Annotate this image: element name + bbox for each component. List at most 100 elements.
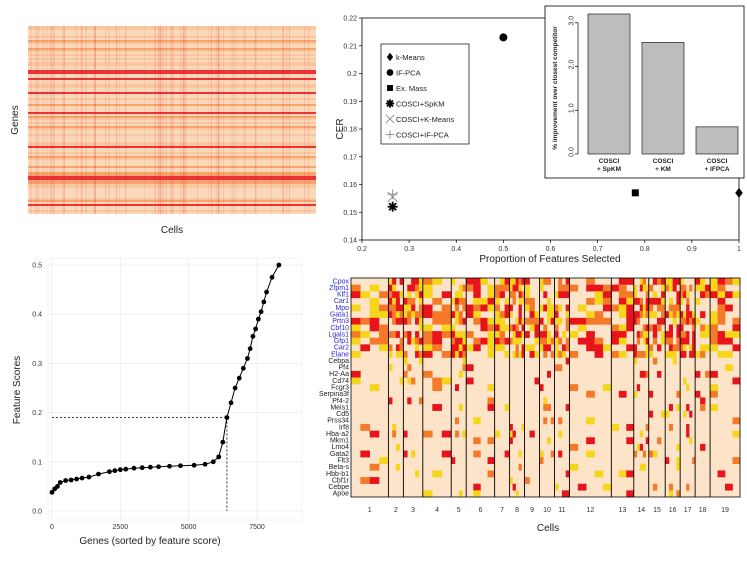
gene-heatmap-cell xyxy=(379,291,389,299)
gene-heatmap-cell xyxy=(509,304,513,312)
gene-heatmap-cell xyxy=(360,317,371,325)
gene-heatmap-cell xyxy=(515,490,519,498)
gene-heatmap-cell xyxy=(462,284,467,292)
gene-heatmap-cell xyxy=(388,311,393,319)
feature-y-tick-label: 0.0 xyxy=(32,509,42,516)
gene-heatmap-cell xyxy=(509,291,513,299)
gene-heatmap-cell xyxy=(403,331,408,338)
gene-heatmap-cell xyxy=(639,331,644,338)
gene-heatmap-cell xyxy=(717,291,726,299)
raw-heatmap-column-noise xyxy=(62,26,64,214)
gene-heatmap-frame xyxy=(350,277,741,498)
gene-heatmap-cell xyxy=(473,490,481,498)
raw-heatmap-column-noise xyxy=(218,26,220,214)
raw-heatmap-column-noise xyxy=(282,26,284,214)
gene-heatmap-cell xyxy=(626,304,635,312)
gene-heatmap-cell xyxy=(432,344,443,352)
gene-heatmap-cell xyxy=(392,297,397,305)
gene-heatmap-cell xyxy=(509,311,513,319)
gene-heatmap-cell xyxy=(676,457,681,465)
gene-heatmap-cell xyxy=(648,344,654,352)
gene-heatmap-cell xyxy=(351,284,361,292)
legend-label: k-Means xyxy=(396,53,425,62)
raw-heatmap-row xyxy=(28,80,316,82)
gene-heatmap-cell xyxy=(633,351,638,358)
gene-heatmap-cell xyxy=(379,304,389,312)
cluster-label: 9 xyxy=(530,507,534,514)
gene-heatmap-cell xyxy=(558,291,563,299)
gene-heatmap-cell xyxy=(633,311,638,319)
gene-heatmap-cell xyxy=(656,344,662,352)
gene-heatmap-cell xyxy=(602,297,612,305)
gene-heatmap-cell xyxy=(512,483,516,491)
raw-heatmap-row xyxy=(28,74,316,76)
gene-heatmap-cell xyxy=(676,443,681,451)
feature-score-point xyxy=(68,477,74,483)
gene-heatmap-cell xyxy=(473,317,481,325)
gene-heatmap-cell xyxy=(683,351,687,358)
gene-heatmap-cell xyxy=(710,390,718,398)
gene-heatmap-cell xyxy=(642,370,647,378)
gene-heatmap-cell xyxy=(668,304,673,312)
raw-heatmap-column-noise xyxy=(222,26,224,214)
raw-heatmap-column-noise xyxy=(125,26,127,214)
gene-heatmap-cell xyxy=(700,291,706,299)
gene-heatmap-cell xyxy=(539,331,544,338)
gene-heatmap-cell xyxy=(668,344,673,352)
gene-heatmap-cell xyxy=(379,324,389,332)
gene-heatmap-cell xyxy=(705,344,711,352)
gene-heatmap-cell xyxy=(451,337,456,345)
gene-heatmap-cell xyxy=(618,390,627,398)
gene-heatmap-cell xyxy=(521,278,525,285)
gene-heatmap-cell xyxy=(652,291,658,299)
gene-heatmap-cell xyxy=(504,404,510,411)
gene-heatmap-cell xyxy=(689,344,693,352)
gene-heatmap-cell xyxy=(710,324,718,332)
gene-heatmap-cell xyxy=(732,331,741,338)
gene-heatmap-cell xyxy=(732,317,741,325)
gene-heatmap-cell xyxy=(534,311,540,319)
gene-heatmap-cell xyxy=(422,278,433,285)
gene-heatmap-cell xyxy=(518,311,522,319)
gene-heatmap-cell xyxy=(661,311,666,319)
gene-heatmap-cell xyxy=(441,351,452,358)
gene-heatmap-cell xyxy=(418,337,424,345)
gene-heatmap-cell xyxy=(441,331,452,338)
gene-heatmap-cell xyxy=(369,324,380,332)
gene-heatmap-cell xyxy=(534,377,540,385)
gene-heatmap-cell xyxy=(686,297,690,305)
gene-heatmap-cell xyxy=(565,357,570,365)
gene-heatmap-cell xyxy=(369,477,380,484)
gene-heatmap-cell xyxy=(645,291,650,299)
raw-heatmap-row xyxy=(28,114,316,116)
cluster-label: 14 xyxy=(637,507,645,514)
gene-heatmap-cell xyxy=(480,317,488,325)
gene-heatmap-cell xyxy=(577,304,587,312)
raw-heatmap-row xyxy=(28,70,316,72)
gene-heatmap-cell xyxy=(689,410,693,418)
gene-heatmap-cell xyxy=(676,344,681,352)
gene-heatmap-cell xyxy=(558,364,563,372)
gene-heatmap-cell xyxy=(594,291,604,299)
gene-heatmap-cell xyxy=(611,351,620,358)
raw-heatmap-row xyxy=(28,120,316,122)
raw-heatmap-row xyxy=(28,142,316,144)
feature-score-point xyxy=(86,474,92,480)
gene-heatmap-cell xyxy=(565,291,570,299)
feature-score-point xyxy=(107,469,112,475)
gene-heatmap-cell xyxy=(407,317,412,325)
raw-heatmap-column-noise xyxy=(180,26,182,214)
raw-heatmap-row xyxy=(28,204,316,206)
gene-heatmap-cell xyxy=(652,450,658,458)
raw-heatmap-row xyxy=(28,144,316,146)
gene-heatmap-cell xyxy=(561,284,566,292)
gene-heatmap-cell xyxy=(676,337,681,345)
gene-heatmap-cell xyxy=(636,351,641,358)
gene-heatmap-cell xyxy=(710,337,718,345)
gene-heatmap-cell xyxy=(518,304,522,312)
gene-heatmap-cell xyxy=(441,311,452,319)
gene-heatmap-cell xyxy=(676,390,681,398)
gene-heatmap-cell xyxy=(705,370,711,378)
gene-heatmap-cell xyxy=(487,331,495,338)
gene-heatmap-cell xyxy=(399,311,404,319)
